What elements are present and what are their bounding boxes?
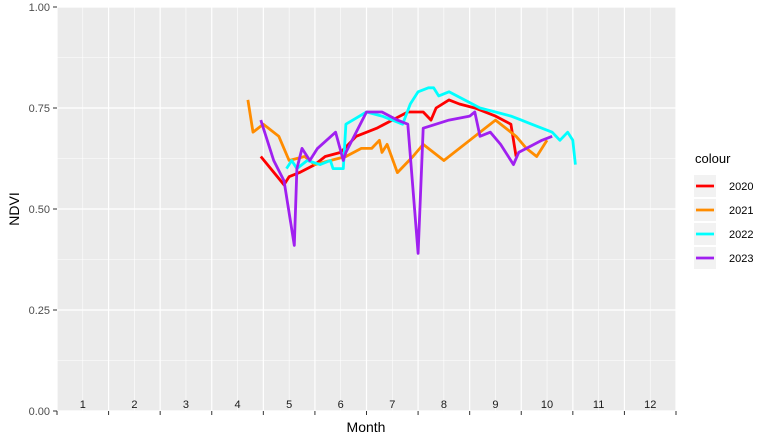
y-tick-label: 1.00 xyxy=(29,2,50,14)
month-label: 4 xyxy=(234,399,240,411)
legend-label-2023: 2023 xyxy=(729,253,753,265)
y-tick-label: 0.50 xyxy=(29,204,50,216)
x-axis-ticks: 1 2 3 4 5 6 7 8 9 10 11 12 xyxy=(56,399,677,415)
y-tick-label: 0.00 xyxy=(29,406,50,418)
series-line-2020 xyxy=(259,98,518,187)
legend-label-2022: 2022 xyxy=(729,229,753,241)
x-axis-title: Month xyxy=(347,419,386,435)
month-label: 2 xyxy=(131,399,137,411)
legend-label-2020: 2020 xyxy=(729,181,753,193)
month-label: 8 xyxy=(441,399,447,411)
y-tick-label: 0.75 xyxy=(29,103,50,115)
y-axis-title: NDVI xyxy=(6,192,22,225)
legend-title: colour xyxy=(695,151,731,166)
y-axis-ticks: 0.00 0.25 0.50 0.75 1.00 xyxy=(29,2,57,418)
month-label: 3 xyxy=(183,399,189,411)
month-label: 9 xyxy=(492,399,498,411)
series-lines xyxy=(246,86,577,255)
month-label: 1 xyxy=(80,399,86,411)
series-line-2021 xyxy=(246,99,549,175)
legend: colour 2020 2021 2022 2023 xyxy=(694,151,753,269)
series-line-2023 xyxy=(259,110,553,255)
series-line-2022 xyxy=(285,86,577,171)
month-label: 10 xyxy=(541,399,553,411)
month-label: 11 xyxy=(593,399,604,411)
legend-label-2021: 2021 xyxy=(729,205,753,217)
month-label: 12 xyxy=(644,399,656,411)
month-label: 7 xyxy=(389,399,395,411)
y-tick-label: 0.25 xyxy=(29,305,50,317)
month-label: 5 xyxy=(286,399,292,411)
month-label: 6 xyxy=(338,399,344,411)
